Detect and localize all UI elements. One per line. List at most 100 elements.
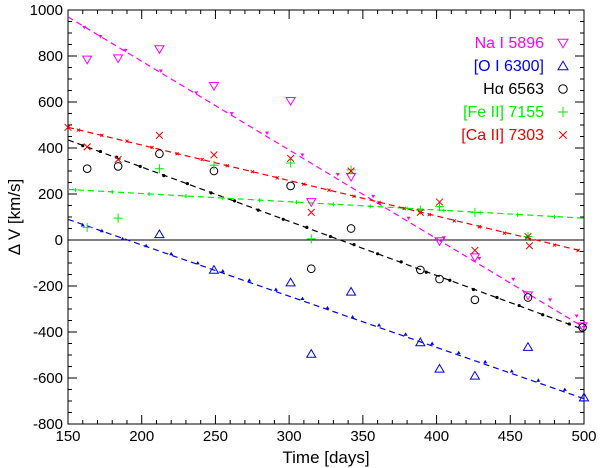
data-point-h-6563 (435, 274, 444, 284)
fit-marker-o-i-6300 (377, 323, 382, 327)
data-points (64, 45, 590, 402)
fit-marker-o-i-6300 (430, 341, 435, 345)
fit-marker-ca-ii-7303 (477, 225, 482, 229)
data-point-ca-ii-7303 (435, 198, 444, 206)
fit-marker-fe-ii-7155 (220, 196, 225, 201)
legend-symbol-fe-ii-7155 (558, 107, 568, 117)
fit-marker-fe-ii-7155 (368, 204, 373, 209)
data-point-na-i-5896 (81, 55, 93, 65)
data-point-h-6563 (578, 323, 587, 332)
fit-marker-h-6563 (256, 208, 260, 212)
fit-marker-na-i-5896 (371, 194, 376, 199)
fit-lines (67, 16, 585, 400)
data-point-fe-ii-7155 (209, 160, 219, 170)
x-tick-label: 400 (424, 428, 449, 445)
data-point-h-6563 (155, 149, 164, 159)
data-point-h-6563 (523, 293, 533, 302)
fit-marker-o-i-6300 (403, 332, 408, 336)
data-point-na-i-5896 (469, 253, 481, 263)
data-point-fe-ii-7155 (435, 202, 445, 212)
x-tick-label: 200 (129, 428, 154, 445)
fit-marker-o-i-6300 (300, 296, 305, 301)
fit-marker-h-6563 (115, 155, 119, 159)
data-point-ca-ii-7303 (525, 242, 534, 250)
data-point-ca-ii-7303 (114, 155, 122, 164)
fit-marker-h-6563 (209, 191, 213, 195)
x-tick-label: 500 (571, 428, 596, 445)
fit-marker-o-i-6300 (483, 359, 488, 364)
fit-marker-o-i-6300 (120, 236, 125, 241)
data-point-o-i-6300 (305, 348, 317, 358)
fit-marker-na-i-5896 (406, 216, 411, 221)
data-point-ca-ii-7303 (155, 131, 164, 140)
fit-marker-ca-ii-7303 (302, 182, 306, 186)
fit-marker-o-i-6300 (325, 305, 330, 310)
fit-marker-o-i-6300 (195, 261, 200, 265)
legend-label-ca-ii-7303: [Ca II] 7303 (461, 127, 544, 144)
fit-marker-ca-ii-7303 (402, 206, 406, 211)
data-point-fe-ii-7155 (154, 164, 164, 174)
x-tick-label: 150 (55, 428, 80, 445)
fit-marker-na-i-5896 (123, 48, 128, 53)
y-tick-label: 600 (38, 94, 63, 111)
fit-marker-o-i-6300 (220, 269, 225, 273)
data-point-o-i-6300 (578, 392, 590, 402)
fit-marker-h-6563 (352, 243, 356, 247)
fit-marker-ca-ii-7303 (150, 145, 154, 150)
data-point-na-i-5896 (112, 54, 124, 64)
fit-marker-h-6563 (424, 270, 428, 274)
fit-marker-ca-ii-7303 (225, 163, 230, 168)
fit-marker-h-6563 (138, 164, 142, 168)
data-point-h-6563 (113, 162, 123, 171)
fit-marker-o-i-6300 (350, 315, 355, 319)
x-axis-label: Time [days] (282, 448, 369, 467)
y-tick-label: 1000 (30, 2, 63, 19)
data-point-ca-ii-7303 (307, 208, 315, 217)
fit-marker-o-i-6300 (273, 287, 278, 291)
legend-symbol-na-i-5896 (557, 38, 569, 49)
legend-label-fe-ii-7155: [Fe II] 7155 (463, 104, 544, 121)
data-point-h-6563 (306, 264, 316, 274)
y-tick-label: 800 (38, 48, 63, 65)
data-point-fe-ii-7155 (470, 207, 480, 217)
data-point-o-i-6300 (345, 286, 357, 296)
fit-marker-o-i-6300 (169, 251, 174, 256)
fit-marker-h-6563 (185, 182, 190, 186)
fit-marker-ca-ii-7303 (352, 194, 356, 199)
fit-marker-h-6563 (232, 199, 237, 203)
fit-marker-o-i-6300 (144, 243, 149, 248)
data-point-ca-ii-7303 (64, 123, 72, 132)
fit-marker-fe-ii-7155 (478, 210, 483, 215)
x-tick-label: 350 (350, 428, 375, 445)
fit-marker-ca-ii-7303 (200, 157, 205, 162)
y-tick-label: -200 (33, 278, 63, 295)
fit-marker-ca-ii-7303 (452, 219, 457, 223)
fit-marker-ca-ii-7303 (327, 188, 331, 192)
data-point-o-i-6300 (285, 277, 296, 287)
fit-marker-h-6563 (328, 234, 333, 239)
fit-line-markers (73, 25, 580, 391)
fit-marker-ca-ii-7303 (427, 212, 432, 217)
fit-marker-na-i-5896 (548, 298, 553, 302)
fit-marker-na-i-5896 (194, 91, 199, 95)
fit-marker-na-i-5896 (574, 314, 579, 318)
fit-marker-fe-ii-7155 (552, 214, 557, 219)
fit-marker-o-i-6300 (562, 387, 567, 391)
y-tick-label: 200 (38, 186, 63, 203)
fit-marker-h-6563 (471, 287, 476, 292)
fit-marker-ca-ii-7303 (100, 133, 104, 138)
fit-marker-na-i-5896 (229, 112, 234, 116)
data-point-ca-ii-7303 (347, 167, 355, 175)
fit-marker-ca-ii-7303 (576, 248, 580, 253)
x-tick-label: 250 (203, 428, 228, 445)
data-point-fe-ii-7155 (113, 213, 123, 223)
data-point-na-i-5896 (577, 322, 588, 332)
fit-marker-fe-ii-7155 (257, 198, 262, 203)
data-point-na-i-5896 (522, 291, 534, 301)
fit-marker-o-i-6300 (509, 369, 514, 373)
fit-marker-fe-ii-7155 (110, 189, 115, 194)
tick-labels: 150 200 250 300 350 400 450 500 -800 -600 -400 -200… (30, 2, 597, 445)
fit-marker-ca-ii-7303 (125, 139, 129, 143)
fit-marker-na-i-5896 (158, 69, 163, 73)
fit-marker-h-6563 (162, 174, 166, 178)
